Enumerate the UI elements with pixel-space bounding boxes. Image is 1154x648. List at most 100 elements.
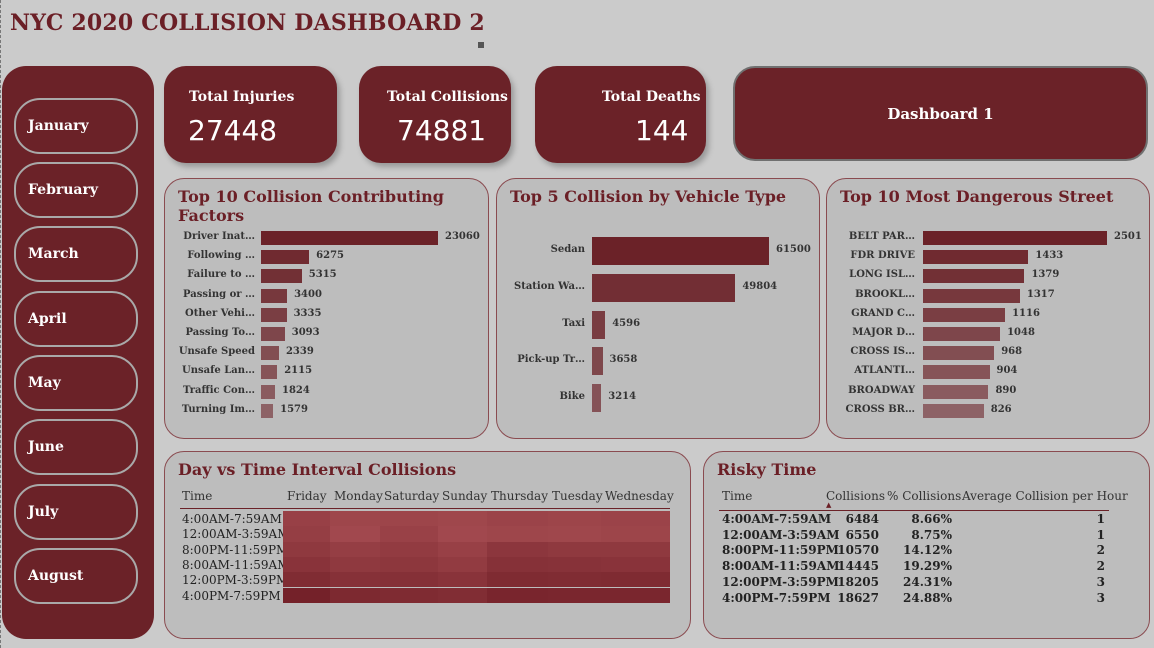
heatmap-cell: [601, 572, 670, 588]
bar: [261, 269, 302, 284]
bar: [923, 327, 1001, 341]
bar: [261, 250, 310, 265]
bar-value-label: 23060: [445, 231, 480, 242]
heatmap-cell: [330, 556, 380, 573]
heatmap-header-day: Saturday: [384, 489, 440, 503]
bar-label: Sedan: [550, 244, 585, 255]
bar: [923, 384, 989, 399]
bar-value-label: 4596: [612, 317, 641, 329]
chart-panel-dangerous-street: Top 10 Most Dangerous Street BELT PAR… 25…: [826, 178, 1150, 439]
risky-cell-avg: 3: [1096, 574, 1105, 589]
heatmap-cell: [330, 572, 380, 588]
kpi-value: 144: [635, 114, 689, 147]
risky-table-header: % Collisions: [887, 489, 962, 503]
heatmap-cell: [438, 511, 487, 527]
kpi-total-collisions: Total Collisions 74881: [359, 66, 511, 163]
bar-value-label: 1048: [1007, 327, 1035, 338]
kpi-total-injuries: Total Injuries 27448: [164, 66, 337, 163]
heatmap-cell: [601, 556, 670, 573]
bar-value-label: 904: [996, 365, 1018, 377]
bar-value-label: 61500: [776, 244, 811, 255]
heatmap-cell: [380, 541, 438, 557]
risky-cell-time: 12:00PM-3:59PM: [722, 574, 839, 589]
chart-panel-vehicle-type: Top 5 Collision by Vehicle Type Sedan 615…: [496, 178, 820, 439]
risky-cell-collisions: 10570: [837, 543, 879, 558]
heatmap-cell: [487, 572, 548, 588]
page-border: [0, 0, 2, 648]
heatmap-row-label: 4:00AM-7:59AM: [182, 512, 282, 526]
heatmap-header-day: Monday: [334, 489, 383, 503]
risky-table-header: Average Collision per Hour: [962, 489, 1128, 503]
risky-cell-percent: 19.29%: [903, 559, 952, 574]
kpi-total-deaths: Total Deaths 144: [535, 66, 706, 163]
bar-label: Failure to …: [187, 269, 255, 281]
risky-header-rule: [719, 510, 1109, 511]
heatmap-cell: [548, 572, 601, 588]
heatmap-cell: [438, 587, 487, 603]
risky-cell-collisions: 6550: [845, 527, 879, 542]
heatmap-cell: [548, 511, 601, 527]
bar: [923, 250, 1029, 265]
month-button-may[interactable]: May: [14, 355, 138, 411]
bar-value-label: 6275: [316, 250, 344, 262]
heatmap-row-label: 8:00AM-11:59AM: [182, 557, 290, 572]
bar-label: CROSS IS…: [850, 346, 915, 358]
bar: [923, 288, 1020, 303]
kpi-value: 27448: [188, 114, 278, 147]
month-button-march[interactable]: March: [14, 226, 138, 282]
risky-cell-collisions: 18205: [837, 574, 879, 589]
heatmap-cell: [438, 526, 487, 542]
month-button-july[interactable]: July: [14, 484, 138, 540]
bar-label: Turning Im…: [181, 403, 255, 415]
bar: [923, 307, 1006, 322]
kpi-label: Total Deaths: [602, 89, 701, 105]
heatmap-cell: [330, 511, 380, 527]
bar: [592, 384, 602, 413]
heatmap-cell: [438, 541, 487, 557]
month-sidebar: January February March April May June Ju…: [2, 66, 154, 639]
heatmap-cell: [601, 526, 670, 542]
bar: [923, 346, 995, 361]
heatmap-cell: [438, 572, 487, 588]
bar-value-label: 1824: [282, 384, 310, 396]
bar: [592, 347, 603, 376]
month-button-august[interactable]: August: [14, 548, 138, 604]
bar: [923, 365, 990, 380]
heatmap-cell: [283, 541, 330, 557]
heatmap-cell: [601, 541, 670, 557]
risky-cell-avg: 2: [1096, 559, 1105, 574]
bar-label: Following …: [187, 250, 255, 262]
heatmap-cell: [380, 511, 438, 527]
month-button-february[interactable]: February: [14, 162, 138, 218]
bar: [592, 273, 736, 302]
heatmap-cell: [487, 511, 548, 527]
heatmap-cell: [487, 541, 548, 557]
risky-cell-time: 12:00AM-3:59AM: [722, 527, 840, 542]
bar-label: Station Wa…: [513, 280, 585, 292]
heatmap-row-label: 12:00PM-3:59PM: [182, 573, 289, 588]
month-button-june[interactable]: June: [14, 419, 138, 475]
heatmap-cell: [601, 511, 670, 527]
heatmap-cell: [548, 541, 601, 557]
risky-cell-collisions: 18627: [837, 590, 879, 605]
kpi-value: 74881: [397, 114, 487, 147]
bar-label: ATLANTI…: [854, 365, 915, 377]
bar: [261, 384, 275, 399]
bar-label: Pick-up Tr…: [517, 354, 585, 366]
month-button-january[interactable]: January: [14, 98, 138, 154]
heatmap-cell: [283, 511, 330, 527]
bar-label: FDR DRIVE: [850, 250, 915, 262]
risky-cell-avg: 1: [1096, 527, 1105, 542]
risky-cell-avg: 3: [1096, 590, 1105, 605]
risky-cell-percent: 8.66%: [911, 512, 952, 526]
heatmap-cell: [438, 556, 487, 573]
bar-label: GRAND C…: [851, 307, 915, 319]
dashboard-1-button[interactable]: Dashboard 1: [733, 66, 1148, 161]
kpi-label: Total Collisions: [387, 89, 508, 105]
bar-value-label: 2339: [285, 346, 314, 358]
bar: [592, 237, 769, 265]
bar-value-label: 826: [990, 403, 1012, 415]
bar-label: BROADWAY: [848, 384, 915, 396]
heatmap-row-label: 8:00PM-11:59PM: [182, 542, 289, 557]
month-button-april[interactable]: April: [14, 291, 138, 347]
